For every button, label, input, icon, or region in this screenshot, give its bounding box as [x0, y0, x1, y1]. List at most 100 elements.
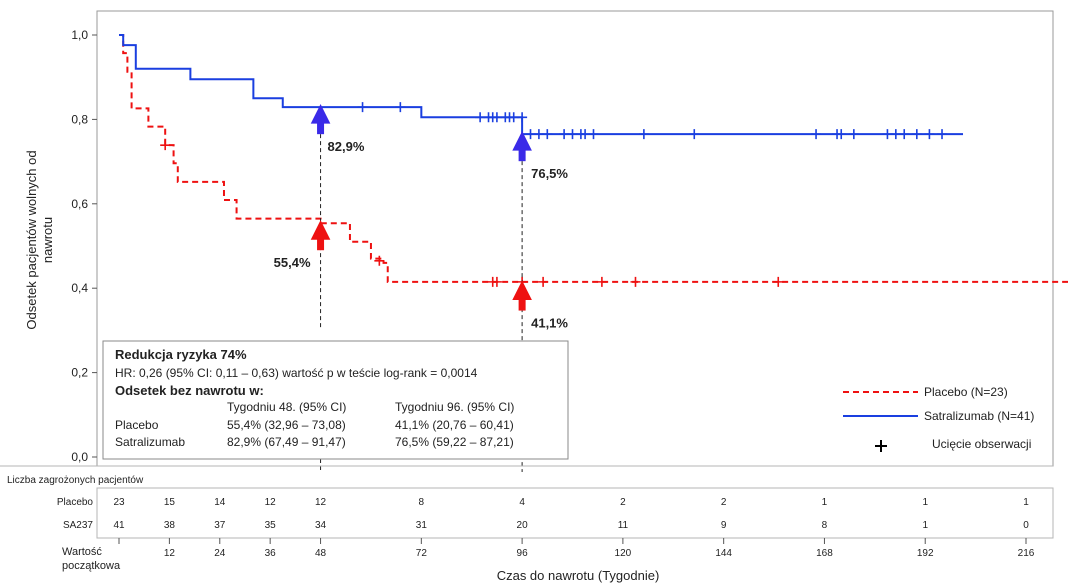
- y-axis: 0,0 0,2 0,4 0,6 0,8 1,0: [71, 28, 97, 464]
- x-tick-label-9: 168: [816, 548, 833, 559]
- x-tick-label-6: 96: [517, 548, 529, 559]
- censor-mark-1-9: [517, 112, 528, 123]
- series-line-0: [119, 34, 1068, 283]
- censor-mark-1-18: [638, 129, 649, 140]
- y-tick-label-3: 0,6: [71, 197, 88, 211]
- censor-mark-1-13: [559, 129, 570, 140]
- legend-censor-label: Ucięcie obserwacji: [932, 437, 1031, 451]
- censor-mark-1-23: [848, 129, 859, 140]
- risk-value-1-10: 1: [922, 520, 928, 531]
- stats-row-placebo-col1: 55,4% (32,96 – 73,08): [227, 418, 346, 432]
- x-axis-label: Czas do nawrotu (Tygodnie): [497, 568, 660, 583]
- stats-col1-header: Tygodniu 48. (95% CI): [227, 400, 346, 414]
- censor-mark-0-3: [491, 276, 502, 287]
- risk-value-1-4: 34: [315, 520, 327, 531]
- legend: Placebo (N=23) Satralizumab (N=41) Ucięc…: [843, 385, 1034, 452]
- risk-table-title: Liczba zagrożonych pacjentów: [7, 475, 144, 486]
- annotation-label-1: 55,4%: [274, 255, 311, 270]
- censor-mark-1-2: [475, 112, 486, 123]
- censor-mark-0-0: [160, 140, 171, 151]
- risk-value-1-7: 11: [618, 520, 629, 531]
- series-line-1: [119, 34, 964, 136]
- x-axis: 12 24 36 48 72 96 120 144 168 192 216: [118, 538, 1035, 559]
- x-tick-label-1: 12: [164, 548, 176, 559]
- censor-mark-1-20: [811, 129, 822, 140]
- censor-mark-1-12: [542, 129, 553, 140]
- censor-mark-1-1: [395, 102, 406, 113]
- risk-value-0-4: 12: [315, 497, 327, 508]
- arrow-head-3: [512, 280, 532, 301]
- censor-mark-1-14: [567, 129, 578, 140]
- censor-mark-0-7: [630, 276, 641, 287]
- legend-satralizumab-label: Satralizumab (N=41): [924, 409, 1034, 423]
- arrow-shaft-1: [317, 238, 325, 251]
- censor-mark-1-11: [533, 129, 544, 140]
- censor-mark-1-5: [491, 112, 502, 123]
- risk-value-0-6: 4: [519, 497, 525, 508]
- risk-value-0-0: 23: [113, 497, 125, 508]
- risk-value-0-8: 2: [721, 497, 727, 508]
- censor-mark-0-8: [773, 276, 784, 287]
- annotation-label-2: 76,5%: [531, 166, 568, 181]
- arrow-shaft-0: [317, 122, 325, 135]
- x-tick-label-5: 72: [416, 548, 428, 559]
- arrow-shaft-3: [518, 298, 526, 311]
- x-baseline-label-line1: Wartość: [62, 546, 102, 558]
- risk-value-0-11: 1: [1023, 497, 1029, 508]
- x-tick-label-2: 24: [214, 548, 226, 559]
- censor-mark-1-24: [882, 129, 893, 140]
- risk-table: Liczba zagrożonych pacjentów Placebo SA2…: [0, 465, 1054, 539]
- risk-row-label-placebo: Placebo: [57, 497, 94, 508]
- censor-mark-0-5: [538, 276, 549, 287]
- censor-mark-1-19: [689, 129, 700, 140]
- stats-col2-header: Tygodniu 96. (95% CI): [395, 400, 514, 414]
- y-axis-label-line1: Odsetek pacjentów wolnych od: [24, 150, 39, 329]
- y-tick-label-1: 0,2: [71, 366, 88, 380]
- statistics-box: Redukcja ryzyka 74% HR: 0,26 (95% CI: 0,…: [102, 340, 569, 460]
- stats-row-satralizumab-name: Satralizumab: [115, 435, 185, 449]
- stats-title: Redukcja ryzyka 74%: [115, 347, 247, 362]
- risk-value-1-9: 8: [822, 520, 828, 531]
- censor-mark-1-26: [899, 129, 910, 140]
- y-tick-label-5: 1,0: [71, 28, 88, 42]
- risk-value-1-3: 35: [265, 520, 277, 531]
- risk-value-0-3: 12: [265, 497, 277, 508]
- censor-mark-1-27: [911, 129, 922, 140]
- x-tick-label-8: 144: [715, 548, 732, 559]
- annotation-label-3: 41,1%: [531, 316, 568, 331]
- y-tick-label-4: 0,8: [71, 112, 88, 126]
- annotation-label-0: 82,9%: [328, 139, 365, 154]
- x-tick-label-7: 120: [615, 548, 632, 559]
- arrow-shaft-2: [518, 149, 526, 162]
- risk-value-1-5: 31: [416, 520, 428, 531]
- risk-value-0-7: 2: [620, 497, 626, 508]
- stats-hr-line: HR: 0,26 (95% CI: 0,11 – 0,63) wartość p…: [115, 366, 478, 380]
- censor-mark-1-22: [836, 129, 847, 140]
- risk-table-frame: [96, 487, 1054, 539]
- censor-mark-1-25: [890, 129, 901, 140]
- stats-row-satralizumab-col1: 82,9% (67,49 – 91,47): [227, 435, 346, 449]
- risk-value-1-8: 9: [721, 520, 727, 531]
- statistics-box-frame: [102, 340, 569, 460]
- legend-censor-icon: [875, 440, 887, 452]
- risk-value-1-1: 38: [164, 520, 176, 531]
- censor-mark-0-6: [596, 276, 607, 287]
- censor-mark-1-8: [508, 112, 519, 123]
- x-tick-label-4: 48: [315, 548, 327, 559]
- stats-row-placebo-name: Placebo: [115, 418, 159, 432]
- risk-value-1-0: 41: [113, 520, 125, 531]
- risk-value-0-2: 14: [214, 497, 226, 508]
- stats-subtitle: Odsetek bez nawrotu w:: [115, 383, 264, 398]
- x-baseline-label-line2: początkowa: [62, 560, 121, 572]
- risk-value-1-6: 20: [517, 520, 529, 531]
- x-tick-label-11: 216: [1018, 548, 1035, 559]
- risk-value-0-10: 1: [922, 497, 928, 508]
- censor-mark-1-29: [937, 129, 948, 140]
- risk-value-0-5: 8: [419, 497, 425, 508]
- y-tick-label-2: 0,4: [71, 281, 88, 295]
- curves: [119, 34, 1068, 287]
- annotations: 82,9% 55,4% 76,5% 41,1%: [274, 104, 568, 472]
- censor-mark-0-1: [374, 255, 385, 266]
- arrow-head-1: [310, 220, 331, 240]
